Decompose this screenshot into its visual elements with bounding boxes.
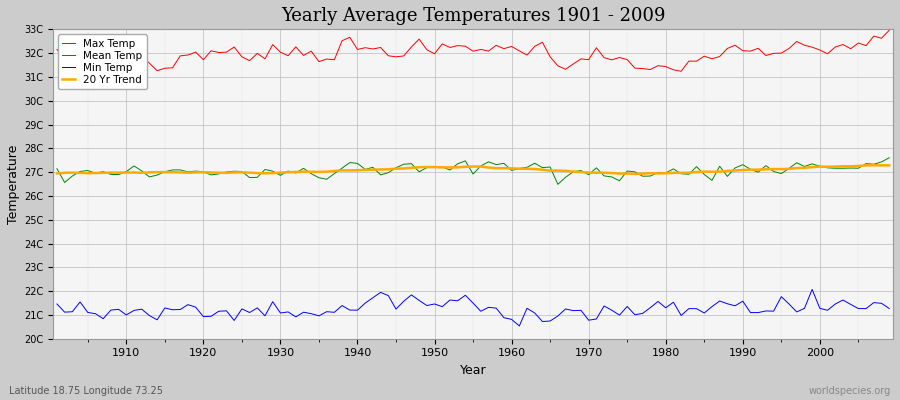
20 Yr Trend	[113, 170, 124, 175]
Min Temp	[884, 306, 895, 311]
20 Yr Trend	[868, 163, 879, 168]
X-axis label: Year: Year	[460, 364, 486, 377]
20 Yr Trend	[51, 171, 62, 176]
Mean Temp	[499, 161, 509, 166]
Text: worldspecies.org: worldspecies.org	[809, 386, 891, 396]
Mean Temp	[329, 171, 340, 176]
Min Temp	[283, 310, 293, 314]
Y-axis label: Temperature: Temperature	[7, 144, 20, 224]
Line: Max Temp: Max Temp	[57, 30, 889, 71]
Text: Latitude 18.75 Longitude 73.25: Latitude 18.75 Longitude 73.25	[9, 386, 163, 396]
Max Temp	[113, 51, 124, 56]
Max Temp	[499, 46, 509, 51]
Min Temp	[506, 317, 517, 322]
Line: Mean Temp: Mean Temp	[57, 158, 889, 184]
Min Temp	[607, 308, 617, 313]
20 Yr Trend	[884, 163, 895, 168]
Line: Min Temp: Min Temp	[57, 290, 889, 326]
Min Temp	[51, 302, 62, 306]
Line: 20 Yr Trend: 20 Yr Trend	[57, 165, 889, 174]
Mean Temp	[607, 174, 617, 179]
Max Temp	[283, 53, 293, 58]
Max Temp	[884, 28, 895, 33]
20 Yr Trend	[629, 172, 640, 176]
20 Yr Trend	[283, 170, 293, 175]
Mean Temp	[283, 169, 293, 174]
Min Temp	[499, 315, 509, 320]
Legend: Max Temp, Mean Temp, Min Temp, 20 Yr Trend: Max Temp, Mean Temp, Min Temp, 20 Yr Tre…	[58, 34, 147, 89]
20 Yr Trend	[598, 170, 609, 175]
Title: Yearly Average Temperatures 1901 - 2009: Yearly Average Temperatures 1901 - 2009	[281, 7, 665, 25]
Mean Temp	[51, 166, 62, 171]
Max Temp	[598, 55, 609, 60]
20 Yr Trend	[329, 169, 340, 174]
20 Yr Trend	[499, 166, 509, 170]
Max Temp	[676, 69, 687, 74]
Mean Temp	[884, 155, 895, 160]
Mean Temp	[113, 172, 124, 177]
Max Temp	[51, 47, 62, 52]
Min Temp	[329, 310, 340, 315]
Max Temp	[329, 57, 340, 62]
Mean Temp	[553, 182, 563, 187]
Mean Temp	[506, 168, 517, 173]
20 Yr Trend	[506, 166, 517, 171]
Min Temp	[113, 307, 124, 312]
Max Temp	[506, 44, 517, 49]
Min Temp	[806, 287, 817, 292]
Min Temp	[514, 324, 525, 328]
